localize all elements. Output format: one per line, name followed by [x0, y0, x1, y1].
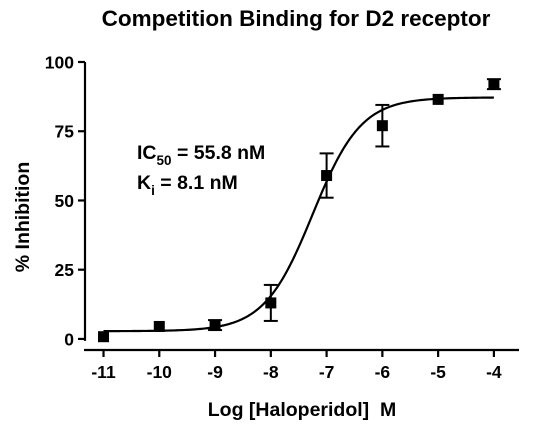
y-tick-label: 75	[55, 122, 75, 142]
y-axis: 0 25 50 75 100	[45, 53, 87, 349]
annotation-line: Ki = 8.1 nM	[137, 172, 238, 198]
data-point	[153, 320, 165, 332]
y-tick-label: 0	[64, 329, 74, 349]
data-point	[319, 152, 334, 199]
x-tick-label: -4	[486, 362, 502, 382]
data-point	[208, 319, 223, 332]
ic50-ki-annotation: IC50 = 55.8 nM Ki = 8.1 nM	[137, 142, 265, 198]
x-tick-label: -5	[430, 362, 446, 382]
square-marker	[376, 120, 388, 132]
x-tick-label: -7	[319, 362, 335, 382]
data-point	[486, 78, 501, 91]
data-point	[263, 283, 278, 322]
x-tick-label: -9	[207, 362, 223, 382]
square-marker	[432, 93, 444, 105]
data-point	[98, 331, 110, 343]
square-marker	[488, 78, 500, 90]
data-points	[98, 78, 501, 343]
chart-title: Competition Binding for D2 receptor	[102, 6, 491, 31]
x-axis-label: Log [Haloperidol] M	[208, 399, 396, 421]
square-marker	[153, 320, 165, 332]
data-point	[375, 103, 390, 148]
x-tick-label: -11	[91, 362, 116, 382]
y-tick-label: 25	[55, 260, 75, 280]
annotation-line: IC50 = 55.8 nM	[137, 142, 265, 168]
square-marker	[209, 319, 221, 331]
data-point	[432, 93, 444, 105]
x-tick-label: -6	[375, 362, 391, 382]
x-axis: -11 -10 -9 -8 -7 -6 -5 -4	[84, 348, 519, 382]
x-tick-label: -8	[263, 362, 279, 382]
x-tick-label: -10	[147, 362, 173, 382]
square-marker	[265, 297, 277, 309]
y-tick-label: 100	[45, 53, 74, 73]
y-tick-label: 50	[55, 191, 75, 211]
fit-curve	[103, 96, 494, 333]
square-marker	[98, 331, 110, 343]
square-marker	[321, 170, 333, 182]
y-axis-label: % Inhibition	[12, 162, 34, 272]
